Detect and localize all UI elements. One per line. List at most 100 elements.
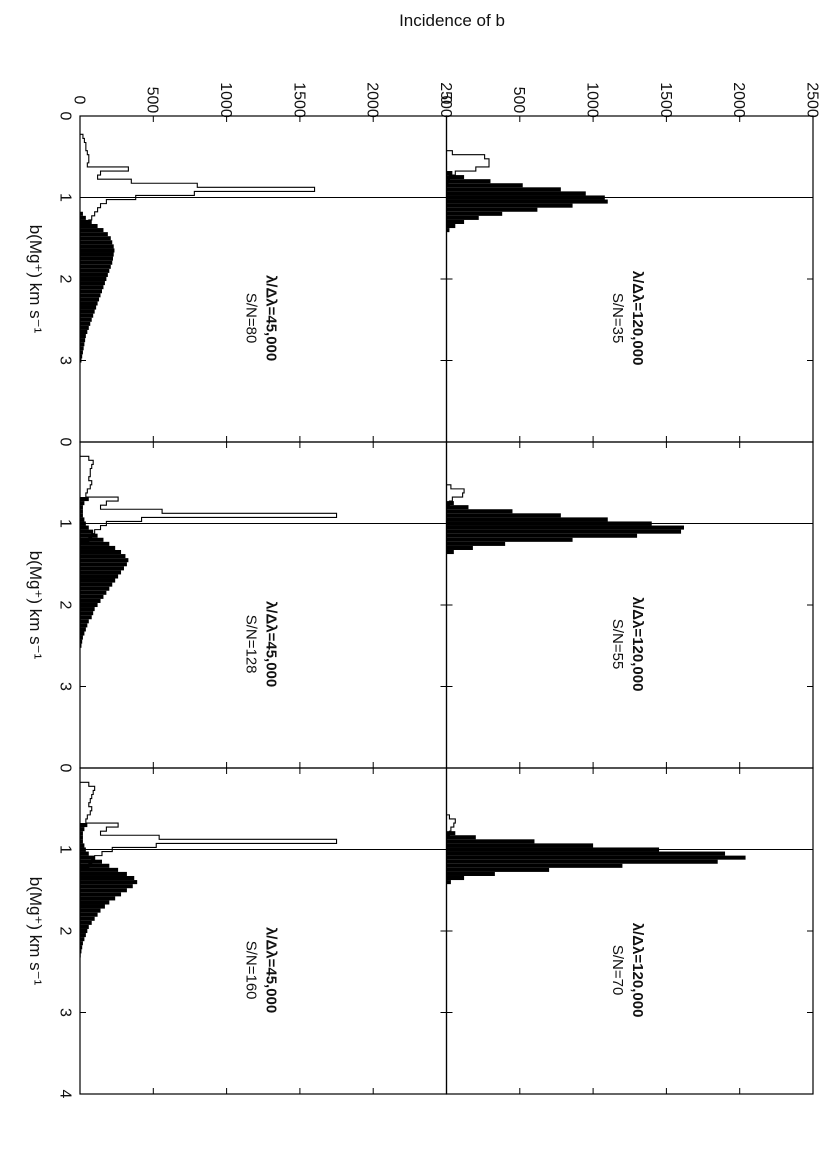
filled-bar [80,293,101,298]
filled-bar [80,941,83,946]
filled-bar [80,598,101,603]
filled-bar [80,631,85,636]
filled-bar [80,228,104,233]
filled-bar [80,545,116,550]
filled-bar [446,183,523,188]
filled-bar [80,888,127,893]
filled-bar [80,639,83,644]
filled-bar [80,851,89,856]
filled-bar [80,607,95,612]
filled-bar [80,590,107,595]
filled-bar [80,325,89,330]
filled-bar [80,611,94,616]
filled-bar [80,855,95,860]
filled-bar [446,223,456,229]
filled-bar [80,346,84,351]
filled-bar [80,529,94,534]
filled-bar [80,896,116,901]
filled-bar [80,623,88,628]
filled-bar [80,558,129,563]
filled-bar [80,859,102,864]
snr-label: S/N=70 [609,945,626,995]
x-tick-label: 4 [56,1090,73,1099]
filled-bar [80,244,114,249]
filled-bar [446,541,506,546]
filled-bar [80,843,85,848]
filled-bar [80,219,92,224]
filled-bar [446,871,495,876]
x-tick-label: 2 [56,927,73,936]
outline-histogram [446,150,490,184]
filled-bar [80,285,104,290]
filled-bar [80,880,138,885]
filled-bar [80,574,119,579]
filled-bar [80,297,100,302]
filled-bar [80,533,98,538]
filled-bar [80,615,92,620]
filled-bar [446,199,608,204]
filled-bar [446,175,465,180]
filled-bar [446,505,469,510]
filled-bar [80,513,83,518]
filled-bar [80,505,83,510]
y-tick-label: 0 [70,96,87,105]
outline-histogram [80,455,338,543]
filled-bar [80,643,82,648]
filled-bar [80,945,83,950]
snr-label: S/N=128 [243,615,260,674]
filled-bar [446,533,638,538]
filled-bar [80,554,126,559]
filled-bar [80,334,86,339]
outline-histogram [446,484,465,506]
filled-bar [446,501,454,506]
x-tick-label: 3 [56,682,73,691]
filled-bar [80,875,135,881]
filled-bar [80,839,83,844]
filled-bar [446,859,718,864]
filled-bar [446,187,561,192]
filled-bar [80,635,83,640]
filled-bar [446,509,513,514]
filled-bar [80,908,101,913]
filled-bar [80,619,89,624]
filled-bar [80,912,98,917]
x-axis-title: b(Mg⁺) km s⁻¹ [26,551,45,660]
y-tick-label: 1500 [657,82,674,118]
filled-bar [80,949,82,954]
resolution-label: λ/Δλ=120,000 [629,923,646,1018]
filled-bar [80,937,85,942]
filled-bar [446,867,550,872]
x-tick-label: 0 [56,112,73,121]
filled-bar [446,851,726,856]
filled-bar [80,256,113,261]
filled-bar [80,582,113,587]
y-tick-label: 1000 [584,82,601,118]
filled-bar [80,916,95,921]
filled-bar [80,350,83,355]
filled-bar [80,892,122,897]
y-tick-label: 2000 [364,82,381,118]
filled-bar [80,215,86,220]
filled-bar [80,338,86,343]
y-tick-label: 0 [437,96,454,105]
filled-bar [80,537,104,542]
filled-bar [446,203,573,208]
filled-bar [80,268,110,273]
x-tick-label: 0 [56,438,73,447]
snr-label: S/N=80 [243,293,260,343]
filled-bar [80,602,98,608]
snr-label: S/N=55 [609,619,626,669]
filled-bar [80,627,86,632]
y-axis-title: Incidence of b [399,11,505,30]
filled-bar [80,933,86,938]
filled-bar [80,594,104,599]
filled-bar [80,232,108,237]
filled-bar [80,252,114,257]
filled-bar [80,264,111,269]
x-axis-title: b(Mg⁺) km s⁻¹ [26,225,45,334]
x-tick-label: 1 [56,845,73,854]
outline-histogram [80,133,316,225]
